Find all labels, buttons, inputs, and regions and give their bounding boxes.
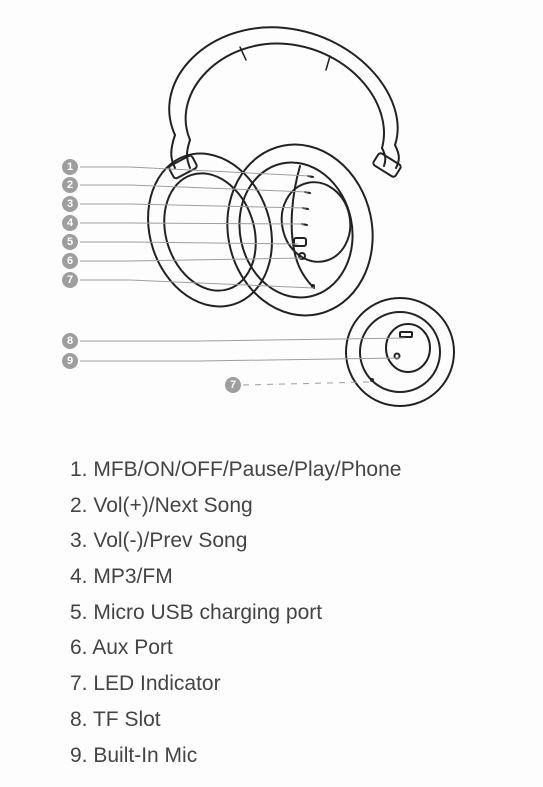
callout-badge-2: 2 bbox=[62, 177, 78, 193]
callout-badge-3: 3 bbox=[62, 196, 78, 212]
callout-badge-1: 1 bbox=[62, 159, 78, 175]
callout-badge-8: 8 bbox=[62, 333, 78, 349]
page: 1 2 3 4 5 6 7 8 9 7 1. MFB/ON/OFF/Pause/Play/Phon… bbox=[0, 0, 543, 787]
headphone-diagram: 1 2 3 4 5 6 7 8 9 7 bbox=[0, 0, 543, 410]
legend-item-3: 3. Vol(-)/Prev Song bbox=[70, 523, 490, 559]
legend-list: 1. MFB/ON/OFF/Pause/Play/Phone 2. Vol(+)… bbox=[70, 452, 490, 773]
headphone-svg bbox=[0, 0, 543, 410]
callout-badge-6: 6 bbox=[62, 253, 78, 269]
legend-item-8: 8. TF Slot bbox=[70, 702, 490, 738]
legend-item-6: 6. Aux Port bbox=[70, 630, 490, 666]
callout-badge-5: 5 bbox=[62, 234, 78, 250]
callout-badge-7-inset: 7 bbox=[225, 377, 241, 393]
legend-item-1: 1. MFB/ON/OFF/Pause/Play/Phone bbox=[70, 452, 490, 488]
legend-item-5: 5. Micro USB charging port bbox=[70, 595, 490, 631]
legend-item-9: 9. Built-In Mic bbox=[70, 738, 490, 774]
legend-item-2: 2. Vol(+)/Next Song bbox=[70, 488, 490, 524]
legend-item-4: 4. MP3/FM bbox=[70, 559, 490, 595]
callout-badge-9: 9 bbox=[62, 353, 78, 369]
legend-item-7: 7. LED Indicator bbox=[70, 666, 490, 702]
callout-badge-7: 7 bbox=[62, 272, 78, 288]
callout-badge-4: 4 bbox=[62, 215, 78, 231]
